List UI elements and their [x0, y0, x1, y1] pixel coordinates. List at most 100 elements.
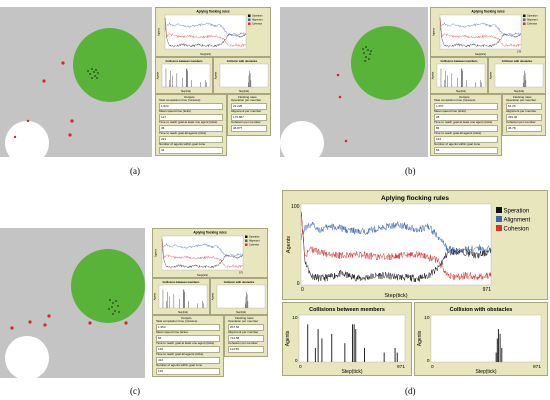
- y-axis-label: Agents: [157, 71, 160, 79]
- y-axis-label: Agents: [286, 236, 292, 253]
- plot-area: [494, 63, 544, 88]
- y-axis-label: Agents: [432, 27, 436, 36]
- collisions-members-svg-d: Collisions between members Agents Step(tic…: [285, 307, 406, 375]
- x-axis-label: Step(tick): [197, 273, 208, 277]
- chart-title: Collisions between members: [165, 59, 203, 63]
- plot-area: [219, 63, 269, 88]
- agent-swarm: [87, 68, 99, 79]
- plot-area: [298, 314, 406, 363]
- series-line-speration: [300, 211, 492, 283]
- rules-box-a: Flocking rules Operation per member 22.225…: [227, 94, 271, 136]
- plot-area: [300, 203, 492, 286]
- series-line-alignment: [161, 243, 244, 257]
- chart-title: Collisions between members: [440, 59, 478, 63]
- x-axis-label: Step(tick): [236, 311, 246, 314]
- series-line-speration: [161, 238, 244, 269]
- world-canvas-c: [5, 249, 145, 378]
- x-tick-label: 0: [301, 287, 304, 293]
- outputs-box-a: Outputs Task completion time (minutes) 1.6…: [155, 94, 227, 156]
- monitor-value: 120: [156, 367, 220, 375]
- y-tick-label: 10: [292, 315, 298, 321]
- legend-swatch: [245, 239, 248, 242]
- world-canvas-a: [5, 28, 147, 157]
- series-line-cohesion: [439, 19, 522, 48]
- agent-swarm: [362, 46, 372, 62]
- legend-swatch: [248, 18, 251, 21]
- x-tick-label: 178: [517, 50, 522, 53]
- world-view-a: [0, 7, 152, 157]
- flocking-plot-a: Aplying flocking rules Agents Step(tick) Op…: [155, 7, 271, 57]
- flocking-plot-svg-b: Aplying flocking rules Agents Step(tick) 17…: [432, 10, 539, 57]
- flocking-rules-header: Flocking rules: [513, 95, 532, 99]
- caption-c: (c): [130, 386, 140, 396]
- monitor-panel-c: Aplying flocking rules Agents Step(tick) 97…: [152, 228, 268, 377]
- legend-swatch: [523, 18, 526, 21]
- monitor-value: 54: [434, 146, 498, 154]
- legend-label: Cohesion: [527, 23, 538, 26]
- monitor-label: Cohesion per member: [231, 120, 261, 124]
- chart-title: Collision with obstacles: [502, 59, 533, 63]
- outputs-header: Outputs: [181, 316, 192, 320]
- legend-swatch: [523, 22, 526, 25]
- series-line-cohesion: [300, 213, 492, 281]
- y-tick-label: 0: [295, 358, 298, 364]
- monitor-label: Time to reach goal at least one agent (t…: [434, 120, 493, 124]
- monitor-value: 41: [159, 146, 223, 154]
- agent-dots: [10, 314, 128, 330]
- plot-area: [161, 63, 211, 88]
- y-axis-label: Agents: [154, 292, 157, 300]
- caption-b: (b): [405, 166, 416, 176]
- flocking-rules-header: Flocking rules: [238, 95, 257, 99]
- monitor-label: Operation per member: [506, 98, 537, 102]
- flocking-plot-d: Aplying flocking rules Agents Step(tick) 10…: [282, 190, 548, 300]
- y-axis-label: Agents: [157, 27, 161, 36]
- y-axis-label: Agents: [490, 71, 493, 79]
- chart-title: Collision with obstacles: [450, 307, 513, 313]
- caption-d: (d): [405, 386, 416, 396]
- legend-label: Alignment: [249, 240, 260, 243]
- goal-zone: [71, 249, 145, 323]
- legend-swatch: [245, 235, 248, 238]
- monitor-value: 224: [159, 135, 223, 143]
- flocking-plot-svg-c: Aplying flocking rules Agents Step(tick) 97…: [154, 231, 261, 278]
- legend-label: Operation: [252, 15, 263, 18]
- monitor-value: 52: [156, 334, 220, 342]
- series-line-speration: [164, 17, 247, 48]
- obstacle: [5, 336, 49, 378]
- monitor-label: Time to reach goal all agents (ticks): [156, 352, 204, 356]
- monitor-label: Time to reach goal at least one agent (t…: [156, 341, 215, 345]
- outputs-header: Outputs: [459, 95, 470, 99]
- outputs-header: Outputs: [184, 95, 195, 99]
- monitor-value: 46.78: [506, 124, 542, 132]
- monitor-value: 1.953: [156, 323, 220, 331]
- monitor-value: 175.867: [231, 113, 267, 121]
- y-axis-label: Agents: [154, 248, 158, 257]
- monitor-value: 64.29: [506, 102, 542, 110]
- legend-swatch: [496, 225, 502, 231]
- series-line-alignment: [164, 22, 247, 36]
- x-axis-label: Step(tick): [239, 90, 249, 93]
- monitor-label: Time to reach goal at least one agent (t…: [159, 120, 218, 124]
- collisions-members-plot-b: Collisions between members Agents Step(tic…: [430, 57, 488, 94]
- legend-label: Operation: [527, 15, 538, 18]
- x-tick-label: 0: [299, 364, 302, 370]
- monitor-label: Time to reach goal all agents (ticks): [434, 131, 482, 135]
- chart-title: Collisions between members: [309, 307, 385, 313]
- monitor-value: 339.46: [506, 113, 542, 121]
- agent-dots: [336, 73, 348, 143]
- legend-swatch: [248, 22, 251, 25]
- monitor-value: 714.58: [228, 334, 264, 342]
- monitor-label: Cohesion per member: [506, 120, 536, 124]
- chart-title: Collision with obstacles: [227, 59, 258, 63]
- collisions-obstacles-plot-a: Collision with obstacles Agents Step(tick): [213, 57, 271, 94]
- collisions-members-svg-b: Collisions between members Agents Step(tic…: [432, 59, 486, 93]
- y-axis-label: Agents: [212, 292, 215, 300]
- legend-label: Alignment: [527, 19, 538, 22]
- x-tick-label: 0: [431, 364, 434, 370]
- obstacle: [280, 121, 324, 157]
- legend-label: Operation: [249, 236, 260, 239]
- flocking-plot-b: Aplying flocking rules Agents Step(tick) 17…: [430, 7, 546, 57]
- x-axis-label: Step(tick): [475, 52, 486, 56]
- monitor-value: 46.877: [231, 124, 267, 132]
- monitor-value: 1.624: [159, 102, 223, 110]
